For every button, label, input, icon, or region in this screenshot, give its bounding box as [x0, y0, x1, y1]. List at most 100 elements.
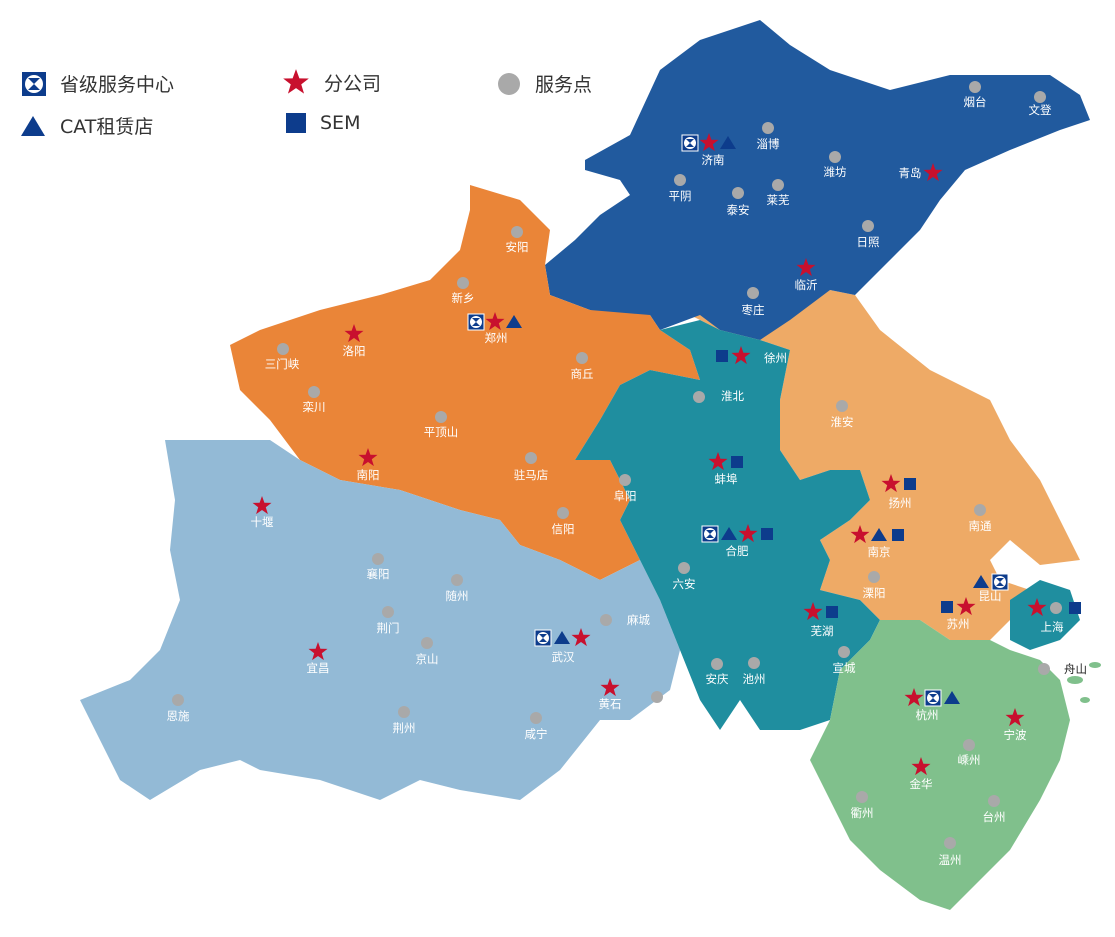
city-嵊州[interactable]: 嵊州: [958, 739, 981, 767]
sem-square-icon: [716, 350, 728, 362]
service-point-dot-icon: [747, 287, 759, 299]
legend-label: CAT租赁店: [60, 116, 154, 138]
branch-star-icon: [344, 324, 364, 343]
branch-star-icon: [358, 448, 378, 467]
city-label: 嵊州: [958, 753, 981, 767]
service-point-dot-icon: [988, 795, 1000, 807]
city-芜湖[interactable]: 芜湖: [803, 602, 839, 638]
city-label: 武汉: [552, 650, 575, 664]
city-淄博[interactable]: 淄博: [757, 122, 780, 151]
city-洛阳[interactable]: 洛阳: [343, 324, 366, 358]
city-荆门[interactable]: 荆门: [377, 606, 400, 635]
city-文登[interactable]: 文登: [1029, 91, 1052, 117]
city-label: 青岛: [899, 166, 922, 180]
city-南京[interactable]: 南京: [850, 525, 905, 559]
city-宣城[interactable]: 宣城: [833, 646, 856, 675]
city-恩施[interactable]: 恩施: [167, 694, 190, 723]
city-南阳[interactable]: 南阳: [357, 448, 380, 482]
city-label: 阜阳: [614, 489, 637, 503]
city-枣庄[interactable]: 枣庄: [742, 287, 765, 317]
city-label: 合肥: [726, 544, 749, 558]
city-舟山[interactable]: 舟山: [1038, 662, 1087, 676]
city-上海[interactable]: 上海: [1027, 598, 1082, 634]
city-日照[interactable]: 日照: [857, 220, 880, 249]
city-武汉[interactable]: 武汉: [534, 628, 591, 664]
city-烟台[interactable]: 烟台: [964, 81, 987, 109]
city-平阴[interactable]: 平阴: [669, 174, 692, 203]
city-襄阳[interactable]: 襄阳: [367, 553, 390, 581]
city-三门峡[interactable]: 三门峡: [265, 343, 300, 371]
city-荆州[interactable]: 荆州: [393, 706, 416, 735]
cat-rental-triangle-icon: [871, 528, 887, 541]
city-商丘[interactable]: 商丘: [571, 352, 594, 381]
branch-star-icon: [803, 602, 823, 621]
city-栾川[interactable]: 栾川: [303, 386, 326, 414]
city-信阳[interactable]: 信阳: [552, 507, 575, 536]
city-宜昌[interactable]: 宜昌: [307, 642, 330, 675]
city-咸宁[interactable]: 咸宁: [525, 712, 548, 741]
city-蚌埠[interactable]: 蚌埠: [708, 452, 744, 486]
service-point-dot-icon: [498, 72, 520, 95]
city-徐州[interactable]: 徐州: [716, 346, 787, 365]
city-label: 文登: [1029, 103, 1052, 117]
city-驻马店[interactable]: 驻马店: [514, 452, 549, 482]
city-济南[interactable]: 济南: [681, 133, 736, 167]
city-label: 郑州: [485, 331, 508, 345]
city-淮安[interactable]: 淮安: [831, 400, 854, 429]
province-hubei: [80, 440, 680, 800]
city-label: 杭州: [916, 708, 939, 722]
city-安庆[interactable]: 安庆: [706, 658, 729, 686]
city-莱芜[interactable]: 莱芜: [767, 179, 790, 207]
city-苏州[interactable]: 苏州: [941, 597, 976, 631]
sem-square-icon: [826, 606, 838, 618]
branch-star-icon: [956, 597, 976, 616]
city-郑州[interactable]: 郑州: [467, 312, 522, 345]
city-杭州[interactable]: 杭州: [904, 688, 961, 722]
service-point-dot-icon: [457, 277, 469, 289]
city-随州[interactable]: 随州: [446, 574, 469, 603]
city-label: 黄石: [599, 697, 622, 711]
city-label: 平顶山: [424, 425, 459, 439]
provincial-center-icon: [534, 629, 552, 647]
city-昆山[interactable]: 昆山: [973, 573, 1009, 603]
city-南通[interactable]: 南通: [969, 504, 992, 533]
city-十堰[interactable]: 十堰: [251, 496, 274, 529]
city-label: 扬州: [889, 496, 912, 510]
city-label: 舟山: [1064, 662, 1087, 676]
city-溧阳[interactable]: 溧阳: [863, 571, 886, 600]
city-衢州[interactable]: 衢州: [851, 791, 874, 820]
city-台州[interactable]: 台州: [983, 795, 1006, 824]
city-武穴[interactable]: 武穴: [646, 691, 669, 720]
city-平顶山[interactable]: 平顶山: [424, 411, 459, 439]
city-青岛[interactable]: 青岛: [899, 163, 943, 182]
city-六安[interactable]: 六安: [673, 562, 696, 591]
city-京山[interactable]: 京山: [416, 637, 439, 666]
city-温州[interactable]: 温州: [939, 837, 962, 867]
city-池州[interactable]: 池州: [743, 657, 766, 686]
city-麻城[interactable]: 麻城: [600, 613, 650, 627]
city-新乡[interactable]: 新乡: [452, 277, 475, 305]
city-label: 池州: [743, 672, 766, 686]
city-临沂[interactable]: 临沂: [795, 258, 818, 292]
service-point-dot-icon: [732, 187, 744, 199]
province-shandong: [545, 20, 1090, 340]
city-潍坊[interactable]: 潍坊: [824, 151, 847, 179]
city-扬州[interactable]: 扬州: [881, 474, 917, 510]
service-point-dot-icon: [372, 553, 384, 565]
city-label: 恩施: [167, 709, 190, 723]
service-point-dot-icon: [172, 694, 184, 706]
city-安阳[interactable]: 安阳: [506, 226, 529, 254]
service-point-dot-icon: [525, 452, 537, 464]
city-阜阳[interactable]: 阜阳: [614, 474, 637, 503]
city-宁波[interactable]: 宁波: [1004, 708, 1027, 742]
city-label: 京山: [416, 652, 439, 666]
city-泰安[interactable]: 泰安: [727, 187, 750, 217]
city-合肥[interactable]: 合肥: [701, 524, 773, 558]
city-金华[interactable]: 金华: [910, 757, 933, 791]
city-黄石[interactable]: 黄石: [599, 678, 622, 711]
city-label: 六安: [673, 577, 696, 591]
province-anhui: [575, 320, 880, 730]
city-淮北[interactable]: 淮北: [693, 389, 744, 403]
city-label: 安阳: [506, 240, 529, 254]
cat-rental-triangle-icon: [721, 527, 737, 540]
